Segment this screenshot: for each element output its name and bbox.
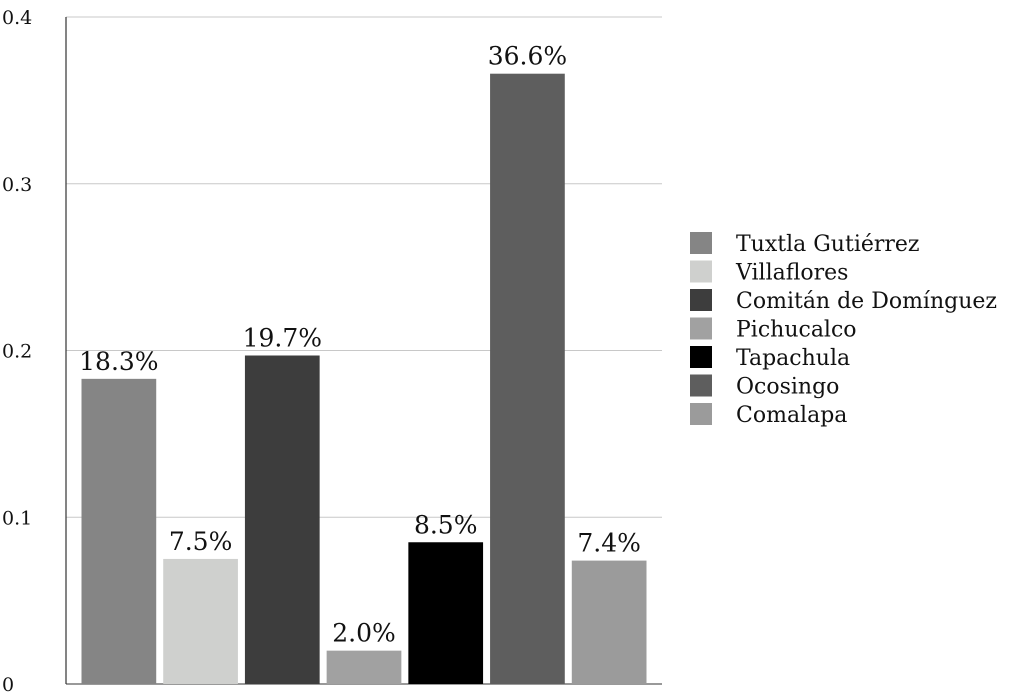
legend-label: Ocosingo (736, 375, 839, 400)
legend: Tuxtla Gutiérrez Villaflores Comitán de Do… (690, 232, 997, 428)
legend-label: Comitán de Domínguez (736, 289, 997, 314)
data-label: 19.7% (243, 324, 322, 353)
y-tick-label: 0.3 (2, 174, 32, 196)
legend-label: Comalapa (736, 403, 847, 428)
legend-label: Tapachula (736, 346, 850, 371)
legend-label: Pichucalco (736, 318, 857, 343)
bar (408, 542, 484, 684)
legend-swatch (690, 403, 712, 425)
data-label: 18.3% (79, 347, 158, 376)
legend-swatch (690, 317, 712, 340)
legend-swatch (690, 374, 712, 397)
legend-swatch (690, 260, 712, 283)
data-labels: 18.3% 7.5% 19.7% 2.0% 8.5% 36.6% 7.4% (79, 42, 641, 648)
bar (244, 355, 320, 684)
y-tick-label: 0 (2, 674, 14, 693)
legend-label: Tuxtla Gutiérrez (736, 232, 920, 257)
bar (326, 650, 402, 684)
data-label: 7.4% (577, 529, 641, 558)
legend-swatch (690, 346, 712, 368)
legend-swatch (690, 289, 712, 311)
y-tick-label: 0.1 (2, 507, 32, 529)
data-label: 7.5% (169, 527, 233, 556)
bar (81, 378, 157, 684)
bar (163, 558, 238, 684)
legend-swatch (690, 232, 712, 254)
bar (490, 73, 565, 684)
data-label: 36.6% (488, 42, 567, 71)
legend-label: Villaflores (735, 261, 848, 286)
data-label: 2.0% (332, 619, 396, 648)
bars (81, 73, 647, 684)
data-label: 8.5% (414, 510, 478, 539)
y-tick-label: 0.4 (2, 7, 32, 29)
y-tick-label: 0.2 (2, 341, 32, 363)
bar (571, 560, 647, 684)
